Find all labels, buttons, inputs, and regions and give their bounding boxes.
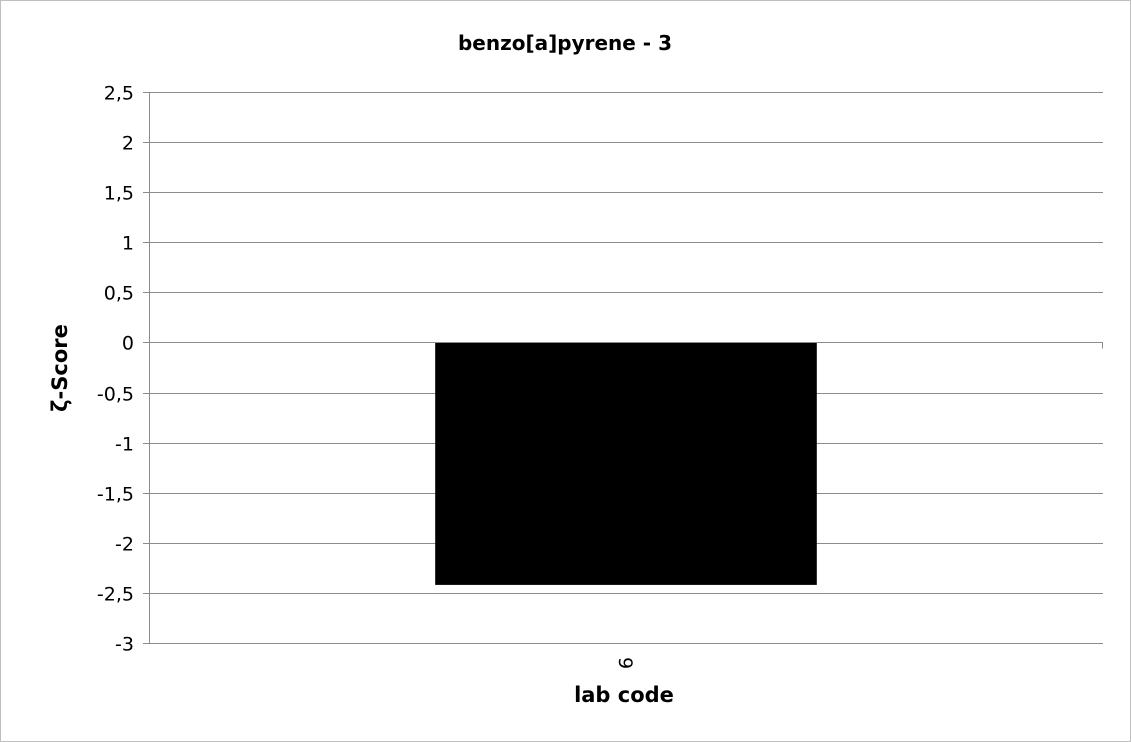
y-tick-label: -2 (115, 534, 134, 556)
x-tick-labels: 9 (614, 657, 636, 669)
axes (149, 92, 1103, 643)
y-tick-label: 2,5 (104, 83, 134, 105)
bar (435, 342, 817, 585)
y-axis-title: ζ-Score (48, 324, 72, 412)
y-tick-label: -1 (115, 434, 134, 456)
x-tick-label: 9 (614, 657, 636, 669)
x-axis-title: lab code (574, 683, 674, 707)
chart-title: benzo[a]pyrene - 3 (458, 31, 672, 55)
y-tick-label: 0,5 (104, 283, 134, 305)
y-tick-label: -1,5 (97, 484, 134, 506)
y-tick-label: 1,5 (104, 183, 134, 205)
y-tick-label: -0,5 (97, 384, 134, 406)
bars (435, 342, 817, 585)
y-tick-label: -2,5 (97, 584, 134, 606)
y-tick-label: 1 (122, 233, 134, 255)
y-tick-label: 0 (122, 333, 134, 355)
y-tick-labels: 2,5 2 1,5 1 0,5 0 -0,5 -1 -1,5 -2 -2,5 -3 (97, 83, 134, 656)
y-tick-label: 2 (122, 133, 134, 155)
y-tick-label: -3 (115, 634, 134, 656)
